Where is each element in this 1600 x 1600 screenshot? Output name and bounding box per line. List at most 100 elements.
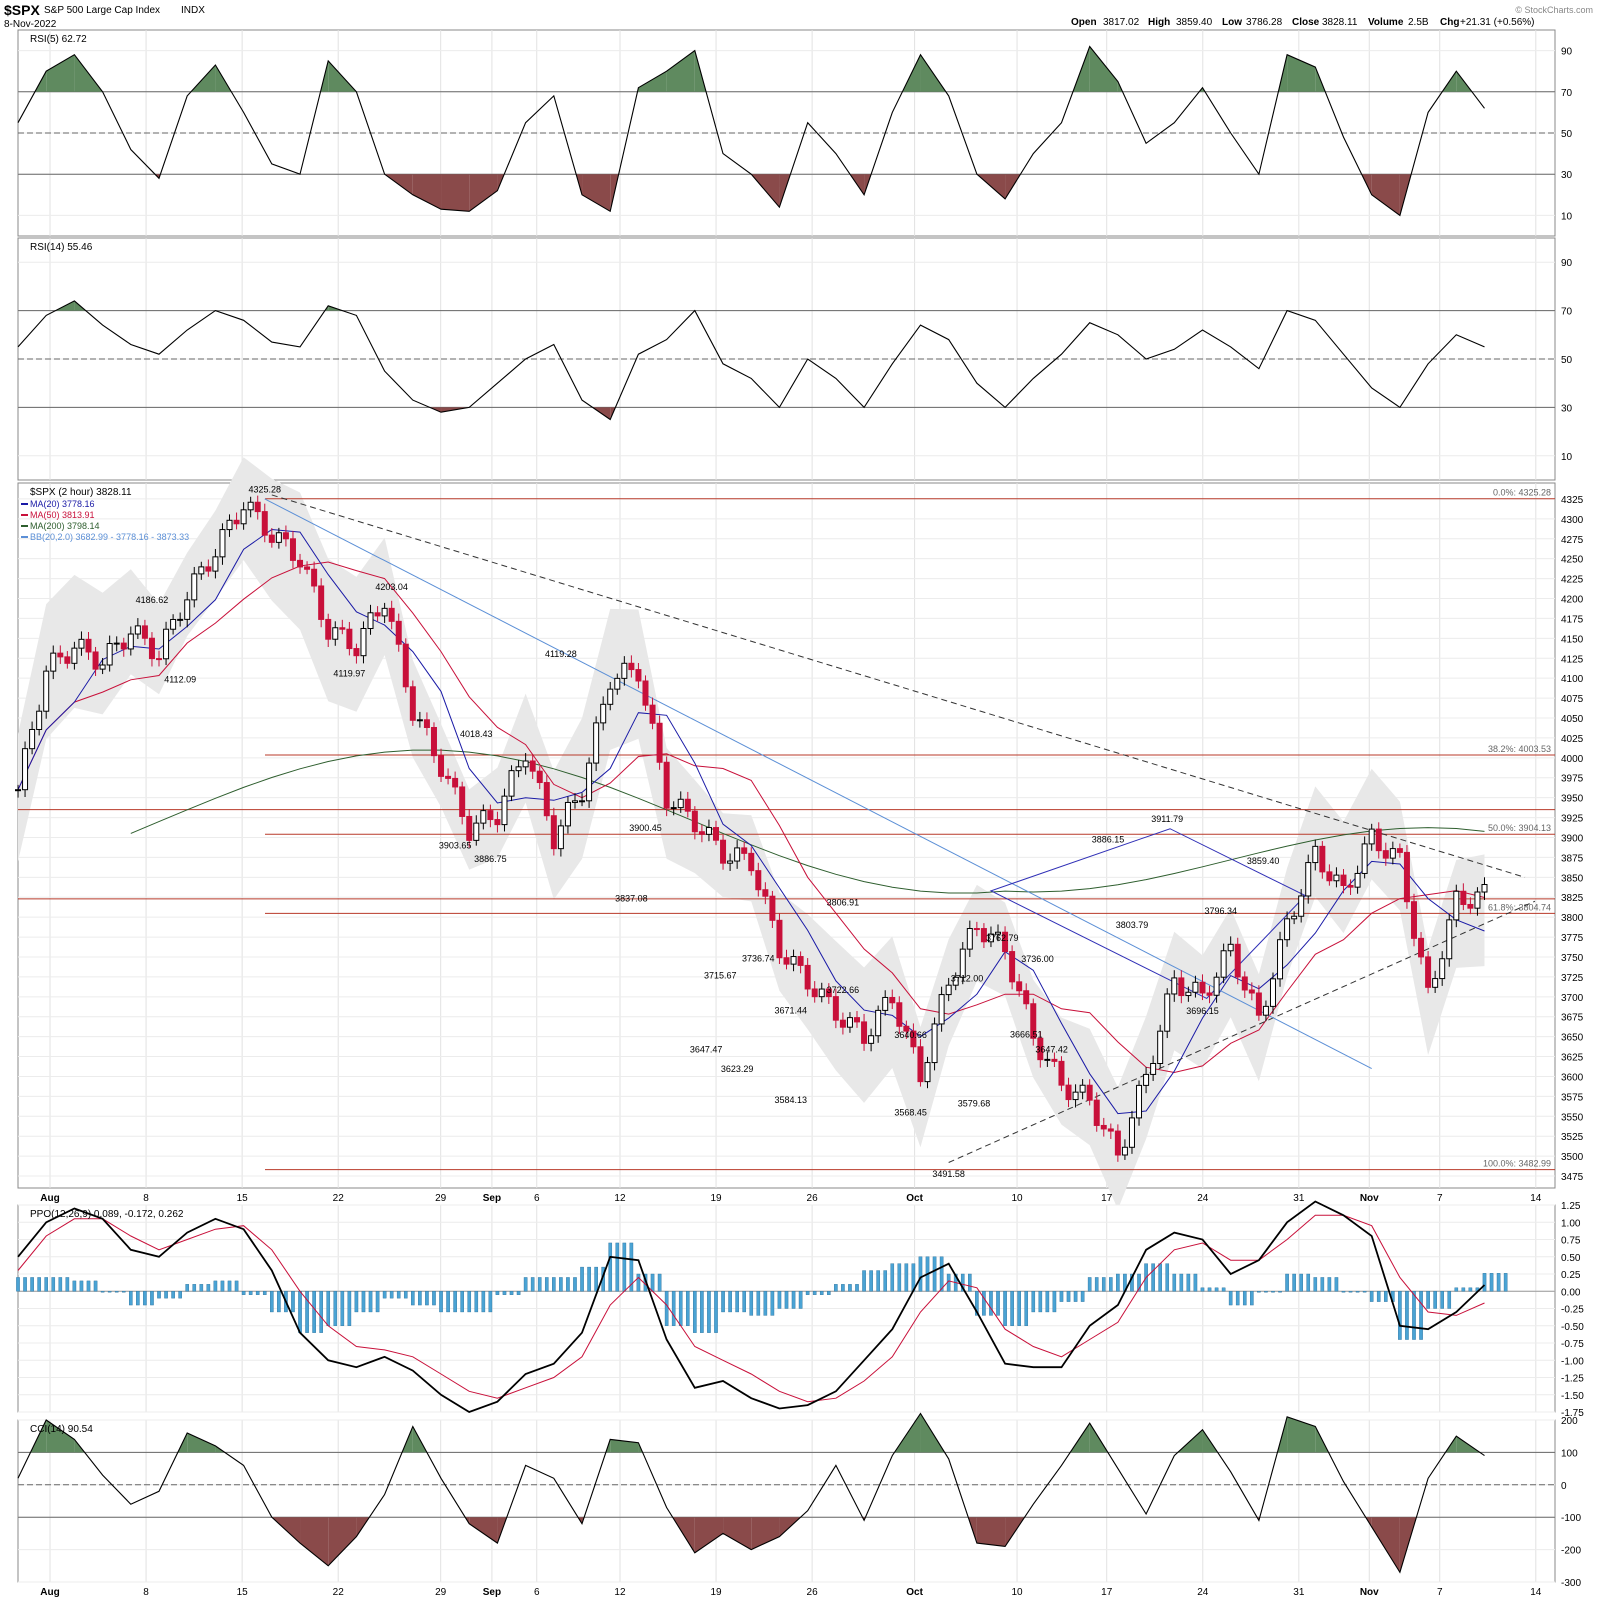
ppo-histogram-bar	[375, 1291, 380, 1313]
x-axis-label: 6	[534, 1587, 540, 1598]
candle-body	[755, 870, 762, 891]
ppo-histogram-bar	[735, 1291, 739, 1313]
change-value: +21.31 (+0.56%)	[1460, 17, 1535, 28]
p|2-y-tick-label: 3825	[1561, 893, 1584, 904]
ppo-histogram-bar	[157, 1291, 161, 1299]
ppo-histogram-bar	[1158, 1263, 1162, 1292]
x-axis-label: 22	[333, 1587, 345, 1598]
ppo-histogram-bar	[1461, 1287, 1466, 1292]
indicator-line	[17, 1412, 1485, 1574]
candle-body	[1425, 956, 1432, 988]
ppo-histogram-bar	[488, 1291, 493, 1313]
ppo-histogram-bar	[150, 1291, 154, 1306]
candle-body	[254, 501, 261, 513]
candle-body	[416, 719, 423, 722]
ppo-histogram-bar	[361, 1291, 366, 1313]
ppo-histogram-bar	[1250, 1291, 1254, 1306]
ppo-histogram-bar	[996, 1291, 1000, 1316]
candle-body	[529, 760, 536, 772]
fib-level-label: 38.2%: 4003.53	[1488, 744, 1551, 754]
oversold-fill	[723, 1517, 752, 1550]
candle-body	[1016, 981, 1023, 992]
candle-body	[226, 519, 233, 531]
ppo-histogram-bar	[1454, 1287, 1459, 1292]
candle-body	[205, 566, 212, 572]
candle-body	[78, 638, 85, 649]
price-annotation: 4119.28	[545, 649, 577, 659]
ppo-histogram-bar	[143, 1291, 147, 1306]
candle-body	[515, 766, 522, 772]
p|2-y-tick-label: 3925	[1561, 814, 1584, 825]
candle-body	[586, 762, 593, 802]
candle-body	[832, 996, 839, 1021]
candle-body	[388, 607, 395, 622]
x-axis-label: 31	[1293, 1193, 1305, 1204]
x-axis-label: 6	[534, 1193, 540, 1204]
candle-body	[882, 996, 889, 1011]
overbought-fill	[46, 54, 75, 92]
ppo-histogram-bar	[474, 1291, 479, 1313]
candle-body	[797, 956, 804, 966]
candle-body	[1185, 991, 1192, 997]
p|2-y-tick-label: 4275	[1561, 535, 1584, 546]
candle-body	[1396, 848, 1403, 853]
ppo-histogram-bar	[340, 1291, 345, 1326]
candle-body	[945, 984, 952, 996]
ppo-histogram-bar	[79, 1280, 84, 1292]
x-axis-label: 29	[435, 1587, 447, 1598]
open-value: 3817.02	[1103, 17, 1140, 28]
candle-body	[57, 652, 64, 658]
candle-body	[1277, 939, 1284, 980]
ppo-histogram-bar	[199, 1284, 204, 1292]
price-annotation: 3736.00	[1021, 954, 1054, 964]
candle-body	[367, 612, 374, 630]
ppo-histogram-bar	[298, 1291, 302, 1333]
p|3-y-tick-label: -0.50	[1561, 1322, 1584, 1333]
panel-title: $SPX (2 hour) 3828.11	[30, 487, 132, 498]
p|2-y-tick-label: 3650	[1561, 1033, 1584, 1044]
candle-body	[15, 789, 21, 792]
candle-body	[1291, 915, 1298, 920]
ppo-histogram-bar	[425, 1291, 429, 1306]
price-annotation: 3859.40	[1247, 856, 1280, 866]
p|3-y-tick-label: 1.00	[1561, 1218, 1581, 1229]
candle-body	[1255, 992, 1262, 1016]
x-axis-label: 31	[1293, 1587, 1305, 1598]
ppo-histogram-bar	[1405, 1291, 1409, 1340]
p|4-y-tick-label: 100	[1561, 1448, 1578, 1459]
price-annotation: 3712.00	[951, 973, 984, 983]
ppo-histogram-bar	[700, 1291, 704, 1333]
ppo-histogram-bar	[1094, 1277, 1099, 1292]
p|3-y-tick-label: -0.75	[1561, 1339, 1584, 1350]
ppo-histogram-bar	[1242, 1291, 1247, 1306]
ppo-histogram-bar	[347, 1291, 352, 1326]
candle-body	[22, 748, 29, 791]
candle-body	[170, 618, 177, 630]
p|2-y-tick-label: 3850	[1561, 873, 1584, 884]
ppo-histogram-bar	[834, 1284, 838, 1292]
candle-body	[134, 625, 141, 635]
candle-body	[1319, 845, 1326, 873]
osc4-panel: -300 -200 -100 0 100 200 CCI(14) 90.54	[17, 1412, 1581, 1589]
price-annotation: 3796.34	[1205, 906, 1238, 916]
candle-body	[1262, 1005, 1269, 1016]
candle-body	[395, 620, 402, 645]
candle-body	[868, 1035, 875, 1044]
ppo-histogram-bar	[1327, 1277, 1332, 1292]
blue-trendline	[264, 498, 1372, 1069]
candle-body	[1474, 891, 1481, 909]
ppo-histogram-bar	[319, 1291, 323, 1333]
candle-body	[839, 1019, 846, 1028]
candle-body	[1347, 885, 1354, 888]
candle-body	[240, 509, 247, 525]
p|2-y-tick-label: 4300	[1561, 515, 1584, 526]
ppo-histogram-bar	[1496, 1273, 1501, 1292]
ppo-histogram-bar	[1003, 1291, 1007, 1326]
ppo-histogram-bar	[1235, 1291, 1240, 1306]
price-annotation: 4203.04	[375, 582, 408, 592]
ppo-histogram-bar	[1489, 1273, 1494, 1292]
ppo-histogram-bar	[1355, 1291, 1360, 1293]
p|0-y-tick-label: 10	[1561, 211, 1573, 222]
ppo-histogram-bar	[1179, 1273, 1184, 1292]
x-axis-label: Aug	[40, 1193, 59, 1204]
